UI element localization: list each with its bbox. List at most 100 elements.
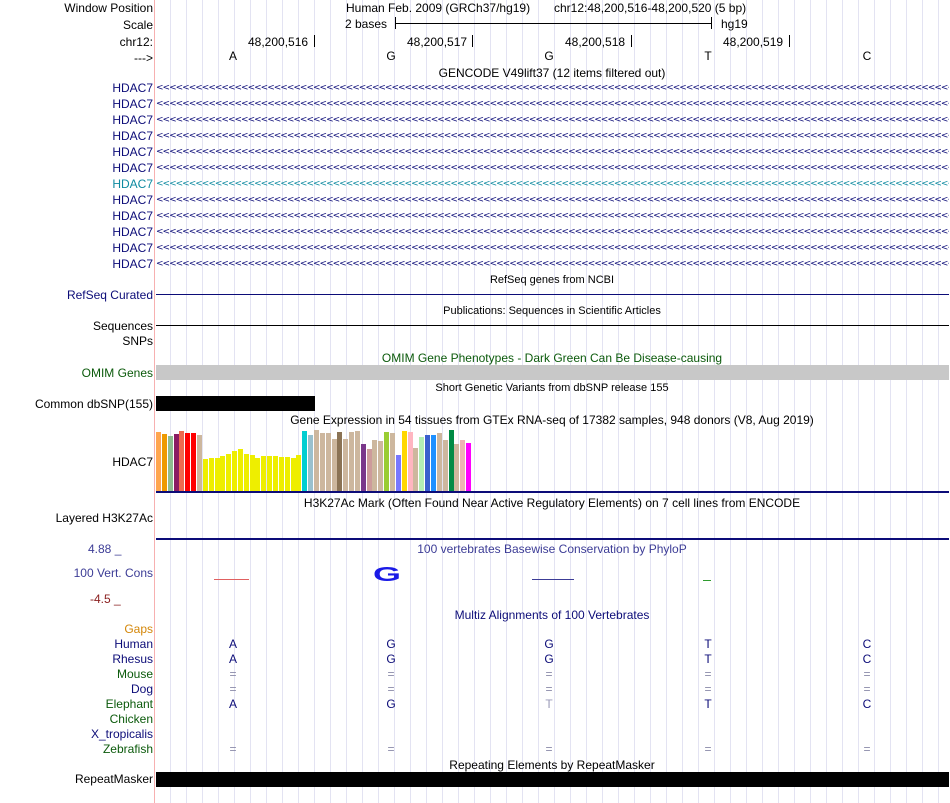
gtex-tissue-bar[interactable] xyxy=(331,439,337,491)
gencode-item-label[interactable]: HDAC7 xyxy=(112,81,153,95)
gtex-track-label[interactable]: HDAC7 xyxy=(112,455,153,469)
gtex-tissue-bar[interactable] xyxy=(220,456,226,491)
omim-track-title[interactable]: OMIM Gene Phenotypes - Dark Green Can Be… xyxy=(381,351,723,365)
gtex-tissue-bar[interactable] xyxy=(308,435,314,491)
gtex-tissue-bar[interactable] xyxy=(360,444,366,491)
gencode-item-label[interactable]: HDAC7 xyxy=(112,161,153,175)
gtex-tissue-bar[interactable] xyxy=(273,456,278,491)
publications-line[interactable] xyxy=(156,325,949,326)
multiz-species-label[interactable]: Chicken xyxy=(109,712,153,726)
gtex-tissue-bar[interactable] xyxy=(325,433,331,491)
gencode-item-label[interactable]: HDAC7 xyxy=(112,209,153,223)
gtex-tissue-bar[interactable] xyxy=(232,451,238,491)
gtex-tissue-bar[interactable] xyxy=(436,433,442,491)
phylop-track-label[interactable]: 100 Vert. Cons xyxy=(73,566,153,580)
gtex-tissue-bar[interactable] xyxy=(354,431,360,491)
gtex-tissue-bar[interactable] xyxy=(302,431,308,491)
multiz-species-label[interactable]: Dog xyxy=(130,682,153,696)
snps-label[interactable]: SNPs xyxy=(122,334,153,348)
gtex-tissue-bar[interactable] xyxy=(337,432,343,491)
gtex-tissue-bar[interactable] xyxy=(249,455,255,491)
phylop-track-title[interactable]: 100 vertebrates Basewise Conservation by… xyxy=(417,542,687,556)
gtex-tissue-bar[interactable] xyxy=(430,435,436,491)
multiz-species-label[interactable]: Human xyxy=(114,637,153,651)
gtex-tissue-bar[interactable] xyxy=(173,434,179,491)
repeatmasker-track-title[interactable]: Repeating Elements by RepeatMasker xyxy=(449,758,655,772)
gtex-tissue-bar[interactable] xyxy=(349,432,355,491)
gencode-transcript-arrows[interactable]: <<<<<<<<<<<<<<<<<<<<<<<<<<<<<<<<<<<<<<<<… xyxy=(156,131,949,141)
h3k27ac-track-label[interactable]: Layered H3K27Ac xyxy=(55,511,153,525)
gtex-tissue-bar[interactable] xyxy=(466,443,472,491)
gtex-tissue-bar[interactable] xyxy=(267,456,273,491)
gtex-tissue-bar[interactable] xyxy=(343,439,349,491)
gencode-item-label[interactable]: HDAC7 xyxy=(112,241,153,255)
gencode-item-label[interactable]: HDAC7 xyxy=(112,113,153,127)
gtex-tissue-bar[interactable] xyxy=(290,458,296,491)
gtex-tissue-bar[interactable] xyxy=(407,432,413,491)
gtex-tissue-bar[interactable] xyxy=(448,430,454,491)
omim-bar[interactable] xyxy=(156,365,949,380)
gtex-tissue-bar[interactable] xyxy=(390,433,395,491)
gtex-tissue-bar[interactable] xyxy=(401,431,407,491)
gtex-tissue-bar[interactable] xyxy=(372,440,378,491)
gencode-item-label[interactable]: HDAC7 xyxy=(112,257,153,271)
omim-track-label[interactable]: OMIM Genes xyxy=(81,366,153,380)
gtex-tissue-bar[interactable] xyxy=(278,457,284,491)
gtex-tissue-bar[interactable] xyxy=(261,456,267,491)
gencode-transcript-arrows[interactable]: <<<<<<<<<<<<<<<<<<<<<<<<<<<<<<<<<<<<<<<<… xyxy=(156,147,949,157)
gtex-tissue-bar[interactable] xyxy=(243,454,249,491)
gtex-tissue-bar[interactable] xyxy=(167,436,173,491)
gtex-tissue-bar[interactable] xyxy=(161,434,167,491)
repeatmasker-bar[interactable] xyxy=(156,772,949,787)
gencode-transcript-arrows[interactable]: <<<<<<<<<<<<<<<<<<<<<<<<<<<<<<<<<<<<<<<<… xyxy=(156,211,949,221)
refseq-track-title[interactable]: RefSeq genes from NCBI xyxy=(489,274,615,286)
gtex-tissue-bar[interactable] xyxy=(185,433,191,491)
gtex-tissue-bar[interactable] xyxy=(454,444,460,491)
gtex-tissue-bar[interactable] xyxy=(191,433,197,491)
gtex-tissue-bar[interactable] xyxy=(179,431,185,491)
multiz-species-label[interactable]: Elephant xyxy=(105,697,153,711)
gtex-tissue-bar[interactable] xyxy=(366,449,372,491)
gtex-tissue-bar[interactable] xyxy=(384,432,390,491)
gencode-item-label[interactable]: HDAC7 xyxy=(112,225,153,239)
multiz-species-label[interactable]: Rhesus xyxy=(112,652,153,666)
gtex-tissue-bar[interactable] xyxy=(413,448,419,491)
gtex-track-title[interactable]: Gene Expression in 54 tissues from GTEx … xyxy=(290,413,814,427)
gtex-tissue-bar[interactable] xyxy=(208,458,214,491)
gtex-tissue-bar[interactable] xyxy=(156,432,161,491)
dbsnp-track-label[interactable]: Common dbSNP(155) xyxy=(34,397,153,411)
gtex-tissue-bar[interactable] xyxy=(196,435,202,491)
gtex-tissue-bar[interactable] xyxy=(284,457,290,491)
gencode-transcript-arrows[interactable]: <<<<<<<<<<<<<<<<<<<<<<<<<<<<<<<<<<<<<<<<… xyxy=(156,195,949,205)
gencode-transcript-arrows[interactable]: <<<<<<<<<<<<<<<<<<<<<<<<<<<<<<<<<<<<<<<<… xyxy=(156,163,949,173)
dbsnp-track-title[interactable]: Short Genetic Variants from dbSNP releas… xyxy=(435,382,669,394)
gencode-transcript-arrows[interactable]: <<<<<<<<<<<<<<<<<<<<<<<<<<<<<<<<<<<<<<<<… xyxy=(156,83,949,93)
refseq-track-label[interactable]: RefSeq Curated xyxy=(66,288,153,302)
multiz-gaps-label[interactable]: Gaps xyxy=(124,622,153,636)
refseq-gene-line[interactable] xyxy=(156,294,949,295)
gtex-tissue-bar[interactable] xyxy=(442,440,448,491)
gtex-tissue-bar[interactable] xyxy=(237,449,243,491)
publications-track-title[interactable]: Publications: Sequences in Scientific Ar… xyxy=(443,305,661,317)
gencode-transcript-arrows[interactable]: <<<<<<<<<<<<<<<<<<<<<<<<<<<<<<<<<<<<<<<<… xyxy=(156,259,949,269)
multiz-species-label[interactable]: X_tropicalis xyxy=(90,727,153,741)
multiz-track-title[interactable]: Multiz Alignments of 100 Vertebrates xyxy=(454,608,650,622)
gtex-tissue-bar[interactable] xyxy=(460,440,466,491)
gencode-item-label[interactable]: HDAC7 xyxy=(112,129,153,143)
gtex-bar-chart[interactable] xyxy=(156,429,536,491)
gtex-tissue-bar[interactable] xyxy=(319,433,325,491)
gtex-tissue-bar[interactable] xyxy=(378,441,384,491)
gencode-track-title[interactable]: GENCODE V49lift37 (12 items filtered out… xyxy=(438,66,666,80)
gtex-tissue-bar[interactable] xyxy=(313,430,319,491)
multiz-species-label[interactable]: Mouse xyxy=(116,667,153,681)
gtex-tissue-bar[interactable] xyxy=(419,437,425,491)
gencode-item-label[interactable]: HDAC7 xyxy=(112,97,153,111)
gencode-transcript-arrows[interactable]: <<<<<<<<<<<<<<<<<<<<<<<<<<<<<<<<<<<<<<<<… xyxy=(156,179,949,189)
gencode-item-label[interactable]: HDAC7 xyxy=(112,145,153,159)
gtex-tissue-bar[interactable] xyxy=(425,435,431,491)
gtex-tissue-bar[interactable] xyxy=(214,458,220,491)
gencode-transcript-arrows[interactable]: <<<<<<<<<<<<<<<<<<<<<<<<<<<<<<<<<<<<<<<<… xyxy=(156,227,949,237)
gtex-tissue-bar[interactable] xyxy=(226,454,232,491)
gtex-tissue-bar[interactable] xyxy=(255,458,261,491)
gtex-tissue-bar[interactable] xyxy=(395,455,401,491)
